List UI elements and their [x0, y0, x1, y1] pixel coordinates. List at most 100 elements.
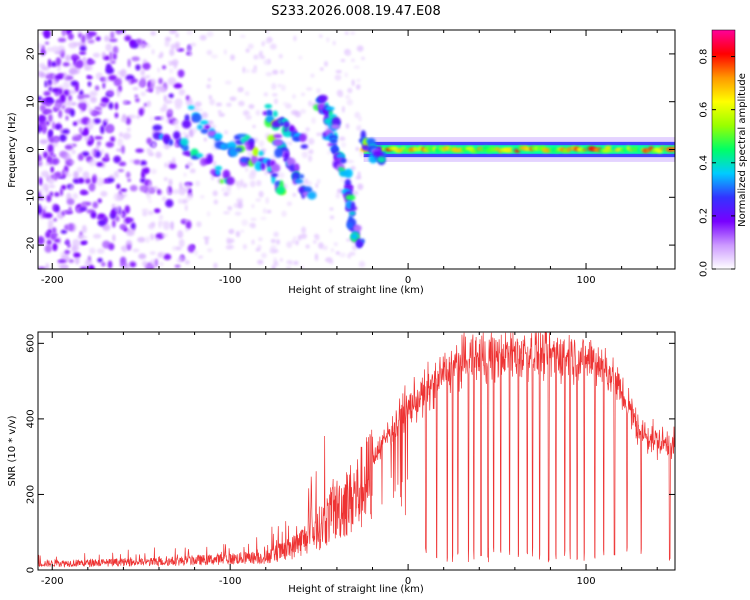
- noise-blob: [113, 78, 122, 87]
- faint-noise-blob: [188, 52, 193, 57]
- faint-noise-blob: [253, 137, 259, 143]
- faint-noise-blob: [244, 91, 250, 96]
- faint-noise-blob: [149, 83, 156, 90]
- noise-blob: [55, 57, 62, 66]
- faint-noise-blob: [155, 237, 160, 242]
- faint-noise-blob: [201, 111, 208, 119]
- faint-noise-blob: [247, 151, 253, 157]
- faint-noise-blob: [230, 54, 236, 61]
- snr-y-tick-label: 600: [26, 334, 37, 353]
- faint-noise-blob: [325, 256, 333, 263]
- faint-noise-blob: [351, 58, 355, 63]
- noise-blob: [89, 247, 96, 255]
- snr-x-tick-label: -200: [41, 576, 64, 587]
- faint-noise-blob: [258, 190, 264, 198]
- faint-noise-blob: [307, 138, 315, 145]
- noise-blob: [71, 149, 76, 155]
- track-blob: [332, 144, 338, 154]
- noise-blob: [48, 113, 53, 123]
- spectrogram-y-axis-label: Frequency (Hz): [7, 112, 18, 188]
- faint-noise-blob: [265, 72, 273, 77]
- noise-blob: [81, 34, 86, 44]
- noise-blob: [133, 159, 141, 165]
- faint-noise-blob: [256, 179, 262, 187]
- noise-blob: [109, 174, 114, 179]
- noise-blob: [121, 145, 125, 154]
- faint-noise-blob: [170, 43, 176, 50]
- snr-x-tick-label: -100: [219, 576, 242, 587]
- track-blob: [182, 144, 189, 152]
- faint-noise-blob: [353, 65, 360, 69]
- faint-noise-blob: [281, 210, 287, 217]
- faint-noise-blob: [245, 69, 250, 73]
- noise-blob: [78, 235, 88, 241]
- faint-noise-blob: [263, 92, 269, 97]
- noise-blob: [45, 162, 52, 166]
- noise-blob: [72, 192, 79, 199]
- track-blob: [299, 174, 305, 179]
- noise-blob: [39, 62, 46, 69]
- track-blob: [300, 144, 308, 149]
- faint-noise-blob: [267, 36, 272, 42]
- track-blob: [348, 211, 356, 216]
- faint-noise-blob: [140, 43, 147, 47]
- faint-noise-blob: [306, 87, 313, 91]
- noise-blob: [81, 151, 90, 157]
- faint-noise-blob: [172, 246, 177, 251]
- faint-noise-blob: [319, 67, 324, 71]
- spectrogram-y-tick-label: 0: [26, 146, 37, 152]
- noise-blob: [111, 203, 116, 210]
- noise-blob: [90, 148, 96, 157]
- faint-noise-blob: [347, 87, 353, 94]
- noise-blob: [47, 144, 54, 153]
- noise-blob: [62, 62, 70, 67]
- noise-blob: [104, 153, 109, 162]
- faint-noise-blob: [316, 87, 321, 94]
- noise-blob: [77, 102, 87, 110]
- snr-y-tick-label: 200: [26, 485, 37, 504]
- faint-noise-blob: [305, 244, 310, 249]
- noise-blob: [66, 198, 75, 206]
- noise-blob: [142, 62, 151, 71]
- noise-blob: [107, 260, 113, 269]
- noise-blob: [40, 48, 45, 56]
- faint-noise-blob: [146, 100, 151, 108]
- faint-noise-blob: [277, 83, 282, 88]
- faint-noise-blob: [261, 252, 267, 259]
- faint-noise-blob: [153, 186, 158, 190]
- noise-blob: [47, 225, 52, 231]
- faint-noise-blob: [345, 94, 351, 100]
- noise-blob: [43, 90, 51, 97]
- track-blob: [318, 94, 328, 102]
- noise-blob: [78, 51, 87, 55]
- faint-noise-blob: [355, 84, 361, 90]
- noise-blob: [101, 96, 110, 104]
- noise-blob: [79, 98, 88, 104]
- noise-blob: [61, 31, 66, 37]
- faint-noise-blob: [238, 100, 245, 107]
- faint-noise-blob: [199, 195, 205, 199]
- noise-blob: [164, 36, 171, 42]
- noise-blob: [54, 138, 59, 143]
- track-blob: [222, 169, 231, 180]
- noise-blob: [154, 258, 159, 268]
- noise-blob: [92, 201, 99, 209]
- chart-title: S233.2026.008.19.47.E08: [271, 4, 440, 19]
- faint-noise-blob: [252, 124, 256, 129]
- noise-blob: [123, 220, 127, 225]
- faint-noise-blob: [262, 208, 267, 214]
- noise-blob: [135, 97, 140, 103]
- track-blob: [184, 114, 190, 122]
- noise-blob: [115, 30, 123, 35]
- track-blob: [271, 172, 279, 178]
- noise-blob: [46, 99, 55, 104]
- faint-noise-blob: [142, 59, 148, 64]
- noise-blob: [97, 198, 102, 204]
- track-blob: [328, 109, 333, 117]
- faint-noise-blob: [340, 58, 346, 63]
- noise-blob: [67, 30, 71, 35]
- faint-noise-blob: [144, 44, 152, 49]
- track-blob: [307, 191, 317, 200]
- faint-noise-blob: [346, 238, 351, 242]
- noise-blob: [48, 79, 52, 85]
